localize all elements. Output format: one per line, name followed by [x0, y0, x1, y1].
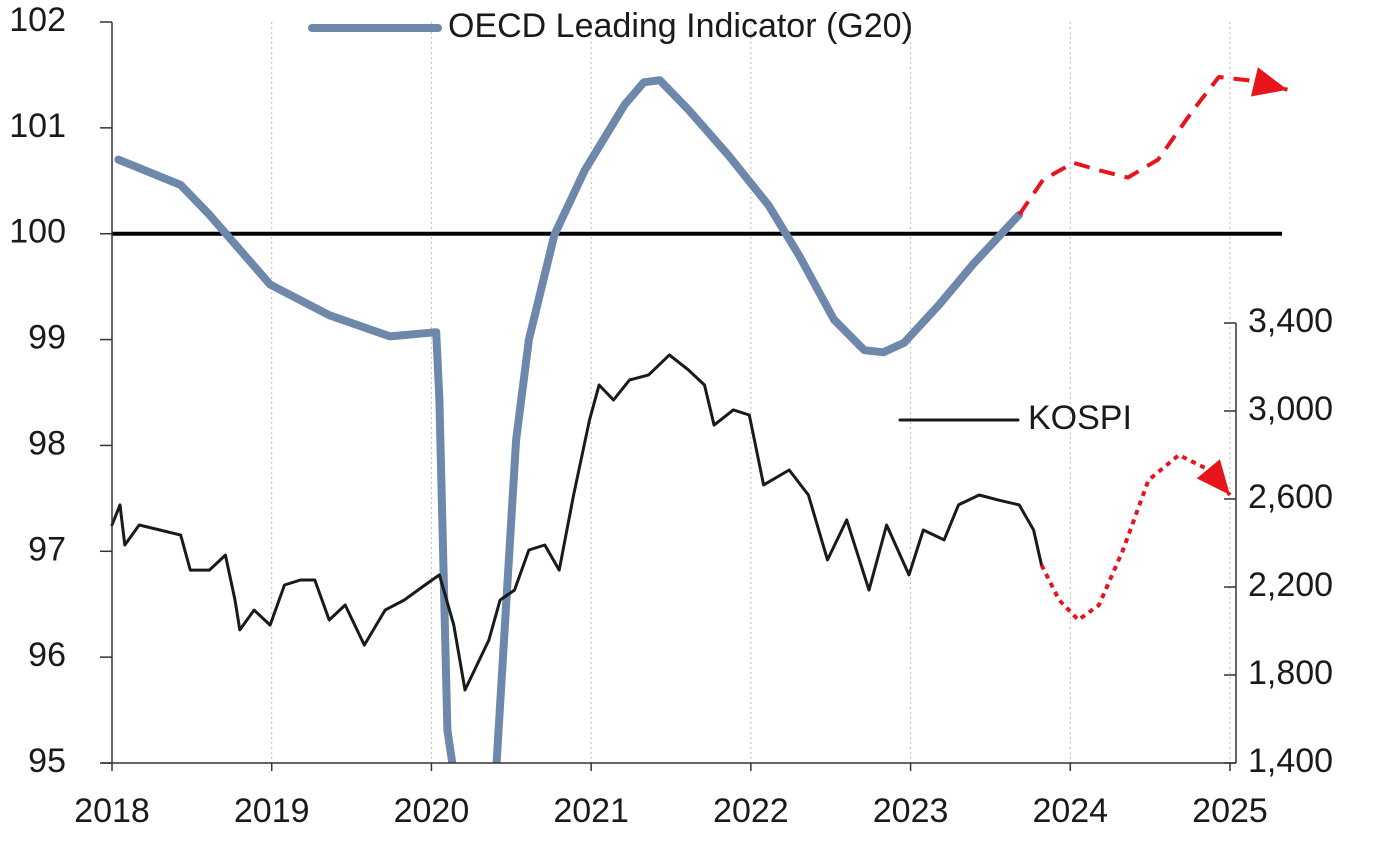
legend-label: OECD Leading Indicator (G20) — [448, 7, 913, 45]
x-tick-label: 2022 — [713, 792, 789, 830]
y-tick-label: 97 — [28, 530, 66, 568]
y2-tick-label: 1,400 — [1248, 742, 1333, 780]
x-tick-label: 2025 — [1192, 792, 1268, 830]
x-tick-label: 2019 — [234, 792, 310, 830]
y-tick-label: 102 — [9, 1, 66, 39]
arrow-head — [1196, 459, 1230, 496]
y2-tick-label: 2,200 — [1248, 566, 1333, 604]
y-tick-label: 100 — [9, 213, 66, 251]
x-tick-label: 2024 — [1032, 792, 1108, 830]
x-tick-label: 2020 — [394, 792, 470, 830]
y-tick-label: 95 — [28, 742, 66, 780]
series-line — [114, 76, 1024, 763]
y2-tick-label: 3,000 — [1248, 390, 1333, 428]
plot-area — [110, 75, 1288, 763]
series-line — [1017, 75, 1288, 216]
series-line — [1039, 453, 1232, 622]
x-tick-label: 2021 — [553, 792, 629, 830]
y-tick-label: 98 — [28, 424, 66, 462]
y2-tick-label: 1,800 — [1248, 654, 1333, 692]
y-tick-label: 99 — [28, 319, 66, 357]
axes: 2018 2019 2020 2021 2022 2023 2024 2025 95 96 97 98… — [9, 1, 1333, 830]
x-tick-label: 2023 — [873, 792, 949, 830]
legend-label: KOSPI — [1028, 399, 1132, 437]
series-line — [110, 353, 1043, 692]
grid — [271, 22, 1231, 763]
y-tick-label: 96 — [28, 636, 66, 674]
arrow-head — [1250, 67, 1288, 97]
y2-tick-label: 3,400 — [1248, 302, 1333, 340]
y-tick-label: 101 — [9, 107, 66, 145]
x-tick-label: 2018 — [74, 792, 150, 830]
y2-tick-label: 2,600 — [1248, 478, 1333, 516]
